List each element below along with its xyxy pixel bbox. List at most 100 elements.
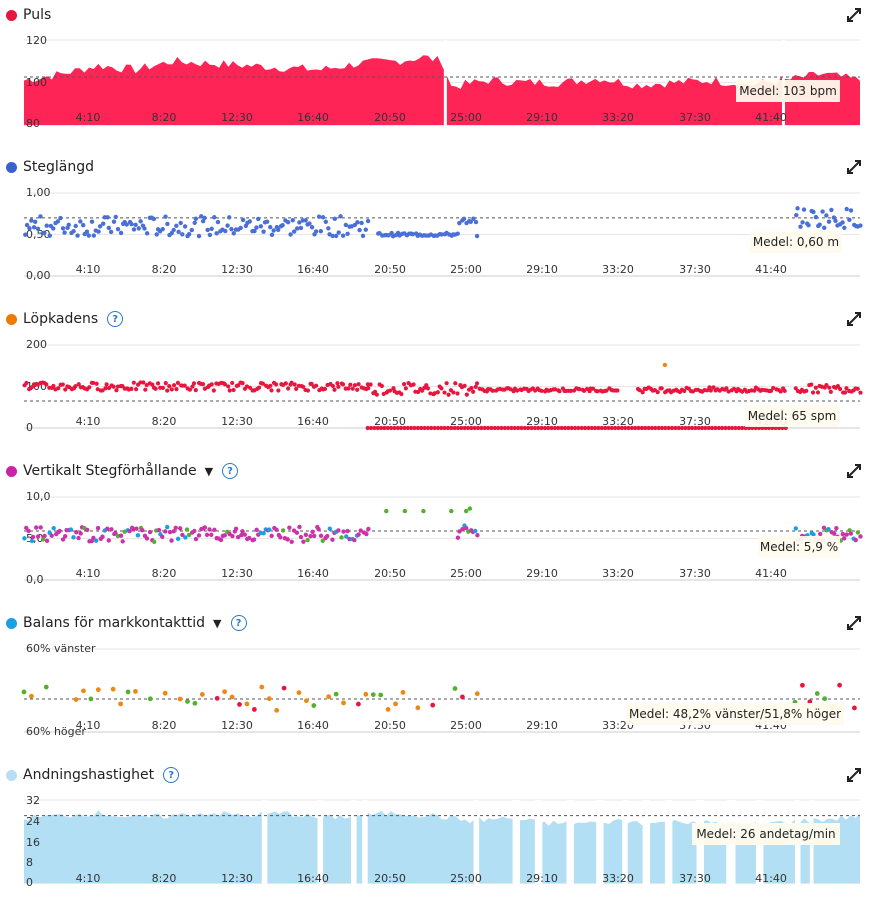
data-point xyxy=(287,525,292,530)
data-point xyxy=(222,533,227,538)
data-point xyxy=(666,425,671,431)
expand-icon[interactable] xyxy=(846,7,862,23)
data-point xyxy=(352,537,357,543)
data-point xyxy=(106,225,112,231)
data-point xyxy=(247,219,252,224)
data-point xyxy=(108,229,114,235)
expand-icon[interactable] xyxy=(846,615,862,631)
data-point xyxy=(227,215,232,220)
x-tick-label: 33:20 xyxy=(602,567,634,580)
data-point xyxy=(801,207,807,212)
data-point xyxy=(439,232,444,237)
data-point xyxy=(356,532,361,537)
data-point xyxy=(115,226,121,232)
data-point xyxy=(38,214,43,219)
data-point xyxy=(568,388,573,393)
chart-panel-stride-length: Steglängd 1,00 0,50 0,00 4:10 8:20 12:30 16:40… xyxy=(0,152,878,304)
data-point xyxy=(599,425,604,431)
data-point xyxy=(211,388,216,393)
data-point xyxy=(415,705,421,711)
data-point xyxy=(114,388,119,393)
y-tick-label: 100 xyxy=(26,76,47,89)
data-point xyxy=(308,533,313,539)
data-point xyxy=(147,529,153,535)
data-point xyxy=(360,233,366,239)
data-point xyxy=(177,526,183,531)
data-point xyxy=(252,228,257,234)
data-point xyxy=(379,383,384,389)
data-point xyxy=(395,425,400,431)
data-point xyxy=(412,425,417,431)
data-point xyxy=(842,225,847,230)
data-point xyxy=(639,425,644,431)
data-gap xyxy=(362,800,368,884)
average-tooltip xyxy=(750,231,842,253)
data-point xyxy=(708,388,713,393)
data-point xyxy=(468,219,473,224)
data-point xyxy=(430,702,436,708)
data-point xyxy=(449,425,454,431)
data-point xyxy=(167,529,173,535)
data-point xyxy=(167,384,172,389)
x-tick-label: 25:00 xyxy=(450,872,482,885)
data-point xyxy=(34,525,39,530)
data-point xyxy=(205,227,210,233)
data-point xyxy=(191,381,197,386)
data-point xyxy=(60,537,66,542)
data-point xyxy=(522,425,527,431)
data-point xyxy=(858,223,863,228)
data-point xyxy=(154,232,159,237)
data-point xyxy=(178,220,183,226)
average-label: Medel: 0,60 m xyxy=(753,235,839,249)
data-point xyxy=(160,534,165,539)
data-point xyxy=(696,425,701,431)
x-tick-label: 29:10 xyxy=(526,719,558,732)
help-icon[interactable]: ? xyxy=(163,767,180,783)
data-point xyxy=(646,425,651,431)
help-icon[interactable]: ? xyxy=(107,311,124,327)
dropdown-caret-icon[interactable]: ▼ xyxy=(213,616,222,630)
data-point xyxy=(378,692,384,698)
data-point xyxy=(285,537,290,542)
data-point xyxy=(153,386,158,391)
respiration-chart: 32 24 16 8 0 4:10 8:20 12:30 16:40 20:50 25:00 29:1… xyxy=(24,794,860,889)
legend-dot xyxy=(6,769,17,781)
expand-icon[interactable] xyxy=(846,463,862,479)
expand-icon[interactable] xyxy=(846,767,862,783)
data-point xyxy=(392,425,397,431)
expand-icon[interactable] xyxy=(846,159,862,175)
dropdown-caret-icon[interactable]: ▼ xyxy=(204,464,214,478)
x-tick-label: 41:40 xyxy=(755,263,787,276)
data-point xyxy=(713,425,718,431)
expand-icon[interactable] xyxy=(846,311,862,327)
data-point xyxy=(356,701,361,707)
data-point xyxy=(445,425,451,431)
data-point xyxy=(292,382,297,387)
data-point xyxy=(841,536,847,541)
data-point xyxy=(386,233,391,238)
help-icon[interactable]: ? xyxy=(230,615,247,631)
help-icon[interactable]: ? xyxy=(222,463,239,479)
data-point xyxy=(474,381,480,386)
data-point xyxy=(251,537,257,542)
data-point xyxy=(824,213,829,218)
data-point xyxy=(474,691,480,697)
data-point xyxy=(346,386,351,391)
data-point xyxy=(643,425,648,431)
data-point xyxy=(442,425,447,431)
data-point xyxy=(332,216,337,222)
data-point xyxy=(309,225,315,230)
data-point xyxy=(231,387,236,393)
data-point xyxy=(326,694,332,700)
legend-dot xyxy=(6,313,17,325)
data-point xyxy=(247,535,252,541)
data-point xyxy=(176,229,181,235)
data-point xyxy=(318,533,324,539)
data-point xyxy=(141,380,146,385)
data-point xyxy=(175,536,181,542)
data-point xyxy=(42,230,47,236)
data-gap xyxy=(566,800,574,884)
data-point xyxy=(30,534,36,540)
data-point xyxy=(185,699,190,704)
data-point xyxy=(313,229,319,234)
